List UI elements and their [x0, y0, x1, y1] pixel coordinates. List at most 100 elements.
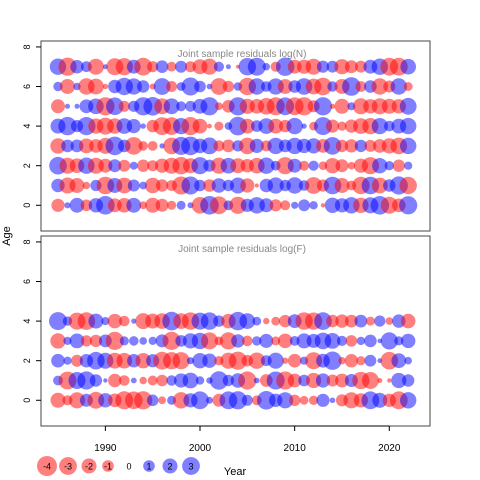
bottom-bubble: [252, 316, 262, 326]
top-bubble: [194, 179, 206, 192]
bottom-bubble: [119, 336, 129, 346]
bottom-bubble: [391, 353, 407, 369]
bottom-bubble: [116, 352, 133, 369]
top-bubble: [176, 200, 186, 210]
top-bubble: [64, 202, 71, 209]
bottom-bubble: [50, 392, 66, 408]
top-panel-frame: [40, 40, 431, 232]
top-bubble: [153, 78, 171, 95]
top-bubble: [314, 117, 332, 136]
bottom-bubble: [166, 375, 177, 386]
top-bubble: [309, 201, 318, 210]
bottom-ytick-label: 2: [22, 358, 32, 363]
top-bubble: [259, 198, 274, 213]
top-bubble: [181, 176, 200, 195]
bottom-bubble: [105, 331, 124, 350]
bottom-bubble: [158, 396, 167, 405]
bottom-bubble: [107, 313, 123, 329]
bottom-panel-bubbles: [49, 311, 417, 410]
legend-label: 2: [167, 462, 172, 472]
top-bubble: [194, 80, 206, 93]
bottom-bubble: [222, 374, 235, 387]
top-bubble: [145, 197, 161, 213]
top-bubble: [335, 159, 349, 173]
top-bubble: [61, 139, 74, 153]
top-bubble: [334, 59, 350, 75]
top-bubble: [155, 179, 169, 192]
top-bubble: [400, 137, 417, 155]
x-tick-label: 2010: [284, 443, 307, 454]
bottom-bubble: [387, 378, 392, 383]
top-bubble: [105, 136, 125, 156]
bottom-bubble: [191, 391, 209, 410]
top-ytick-label: 4: [22, 124, 32, 129]
bottom-bubble: [372, 392, 388, 408]
top-bubble: [118, 159, 131, 172]
top-bubble: [267, 177, 284, 194]
top-bubble: [399, 97, 417, 115]
top-bubble: [58, 116, 77, 136]
bottom-bubble: [228, 391, 247, 410]
top-bubble: [334, 98, 350, 114]
top-bubble: [355, 60, 367, 73]
top-bubble: [215, 102, 223, 111]
bottom-bubble: [271, 316, 281, 326]
bottom-bubble: [289, 394, 301, 406]
top-bubble: [126, 119, 141, 134]
top-bubble: [305, 177, 322, 194]
top-bubble: [267, 137, 284, 155]
top-bubble: [225, 64, 231, 70]
bottom-bubble: [129, 336, 139, 346]
top-bubble: [298, 199, 310, 212]
bottom-bubble: [162, 331, 181, 350]
top-bubble: [58, 57, 77, 76]
top-bubble: [82, 181, 91, 190]
bottom-bubble: [282, 357, 289, 364]
top-bubble: [240, 178, 255, 193]
bottom-ytick-label: 4: [22, 319, 32, 324]
top-bubble: [163, 98, 180, 115]
bottom-bubble: [80, 335, 92, 347]
top-bubble: [268, 118, 284, 134]
top-bubble: [116, 177, 133, 194]
top-ytick-label: 6: [22, 84, 32, 89]
top-bubble: [50, 138, 66, 154]
top-bubble: [316, 60, 330, 73]
bottom-bubble: [401, 333, 416, 349]
top-bubble: [166, 81, 178, 92]
x-tick-label: 2020: [378, 443, 401, 454]
x-axis-title: Year: [224, 466, 247, 478]
bottom-bubble: [248, 352, 265, 369]
top-bubble: [125, 78, 142, 95]
legend-bubble: [81, 458, 97, 474]
top-bubble: [258, 157, 275, 174]
top-bubble: [286, 177, 303, 194]
top-panel-title: Joint sample residuals log(N): [178, 49, 307, 60]
top-bubble: [129, 161, 138, 170]
bottom-bubble: [287, 353, 302, 368]
bottom-bubble: [385, 317, 394, 325]
bottom-bubble: [134, 391, 153, 410]
top-bubble: [201, 137, 218, 155]
top-bubble: [314, 77, 332, 96]
bottom-bubble: [323, 351, 342, 370]
bottom-bubble: [51, 353, 65, 368]
top-bubble: [106, 97, 124, 116]
top-bubble: [392, 159, 405, 172]
top-bubble: [299, 160, 310, 171]
bottom-bubble: [119, 375, 130, 386]
top-bubble: [140, 123, 146, 129]
top-bubble: [280, 200, 291, 211]
top-bubble: [323, 137, 342, 155]
bottom-ytick-label: 0: [22, 398, 32, 403]
top-bubble: [287, 158, 302, 173]
top-bubble: [214, 121, 224, 131]
top-bubble: [80, 199, 93, 212]
top-bubble: [262, 62, 270, 71]
top-bubble: [320, 203, 326, 208]
top-bubble: [98, 158, 113, 173]
top-ytick-label: 2: [22, 163, 32, 168]
top-ytick-label: 0: [22, 203, 32, 208]
bottom-bubble: [186, 357, 195, 365]
legend-label: 0: [126, 462, 131, 472]
